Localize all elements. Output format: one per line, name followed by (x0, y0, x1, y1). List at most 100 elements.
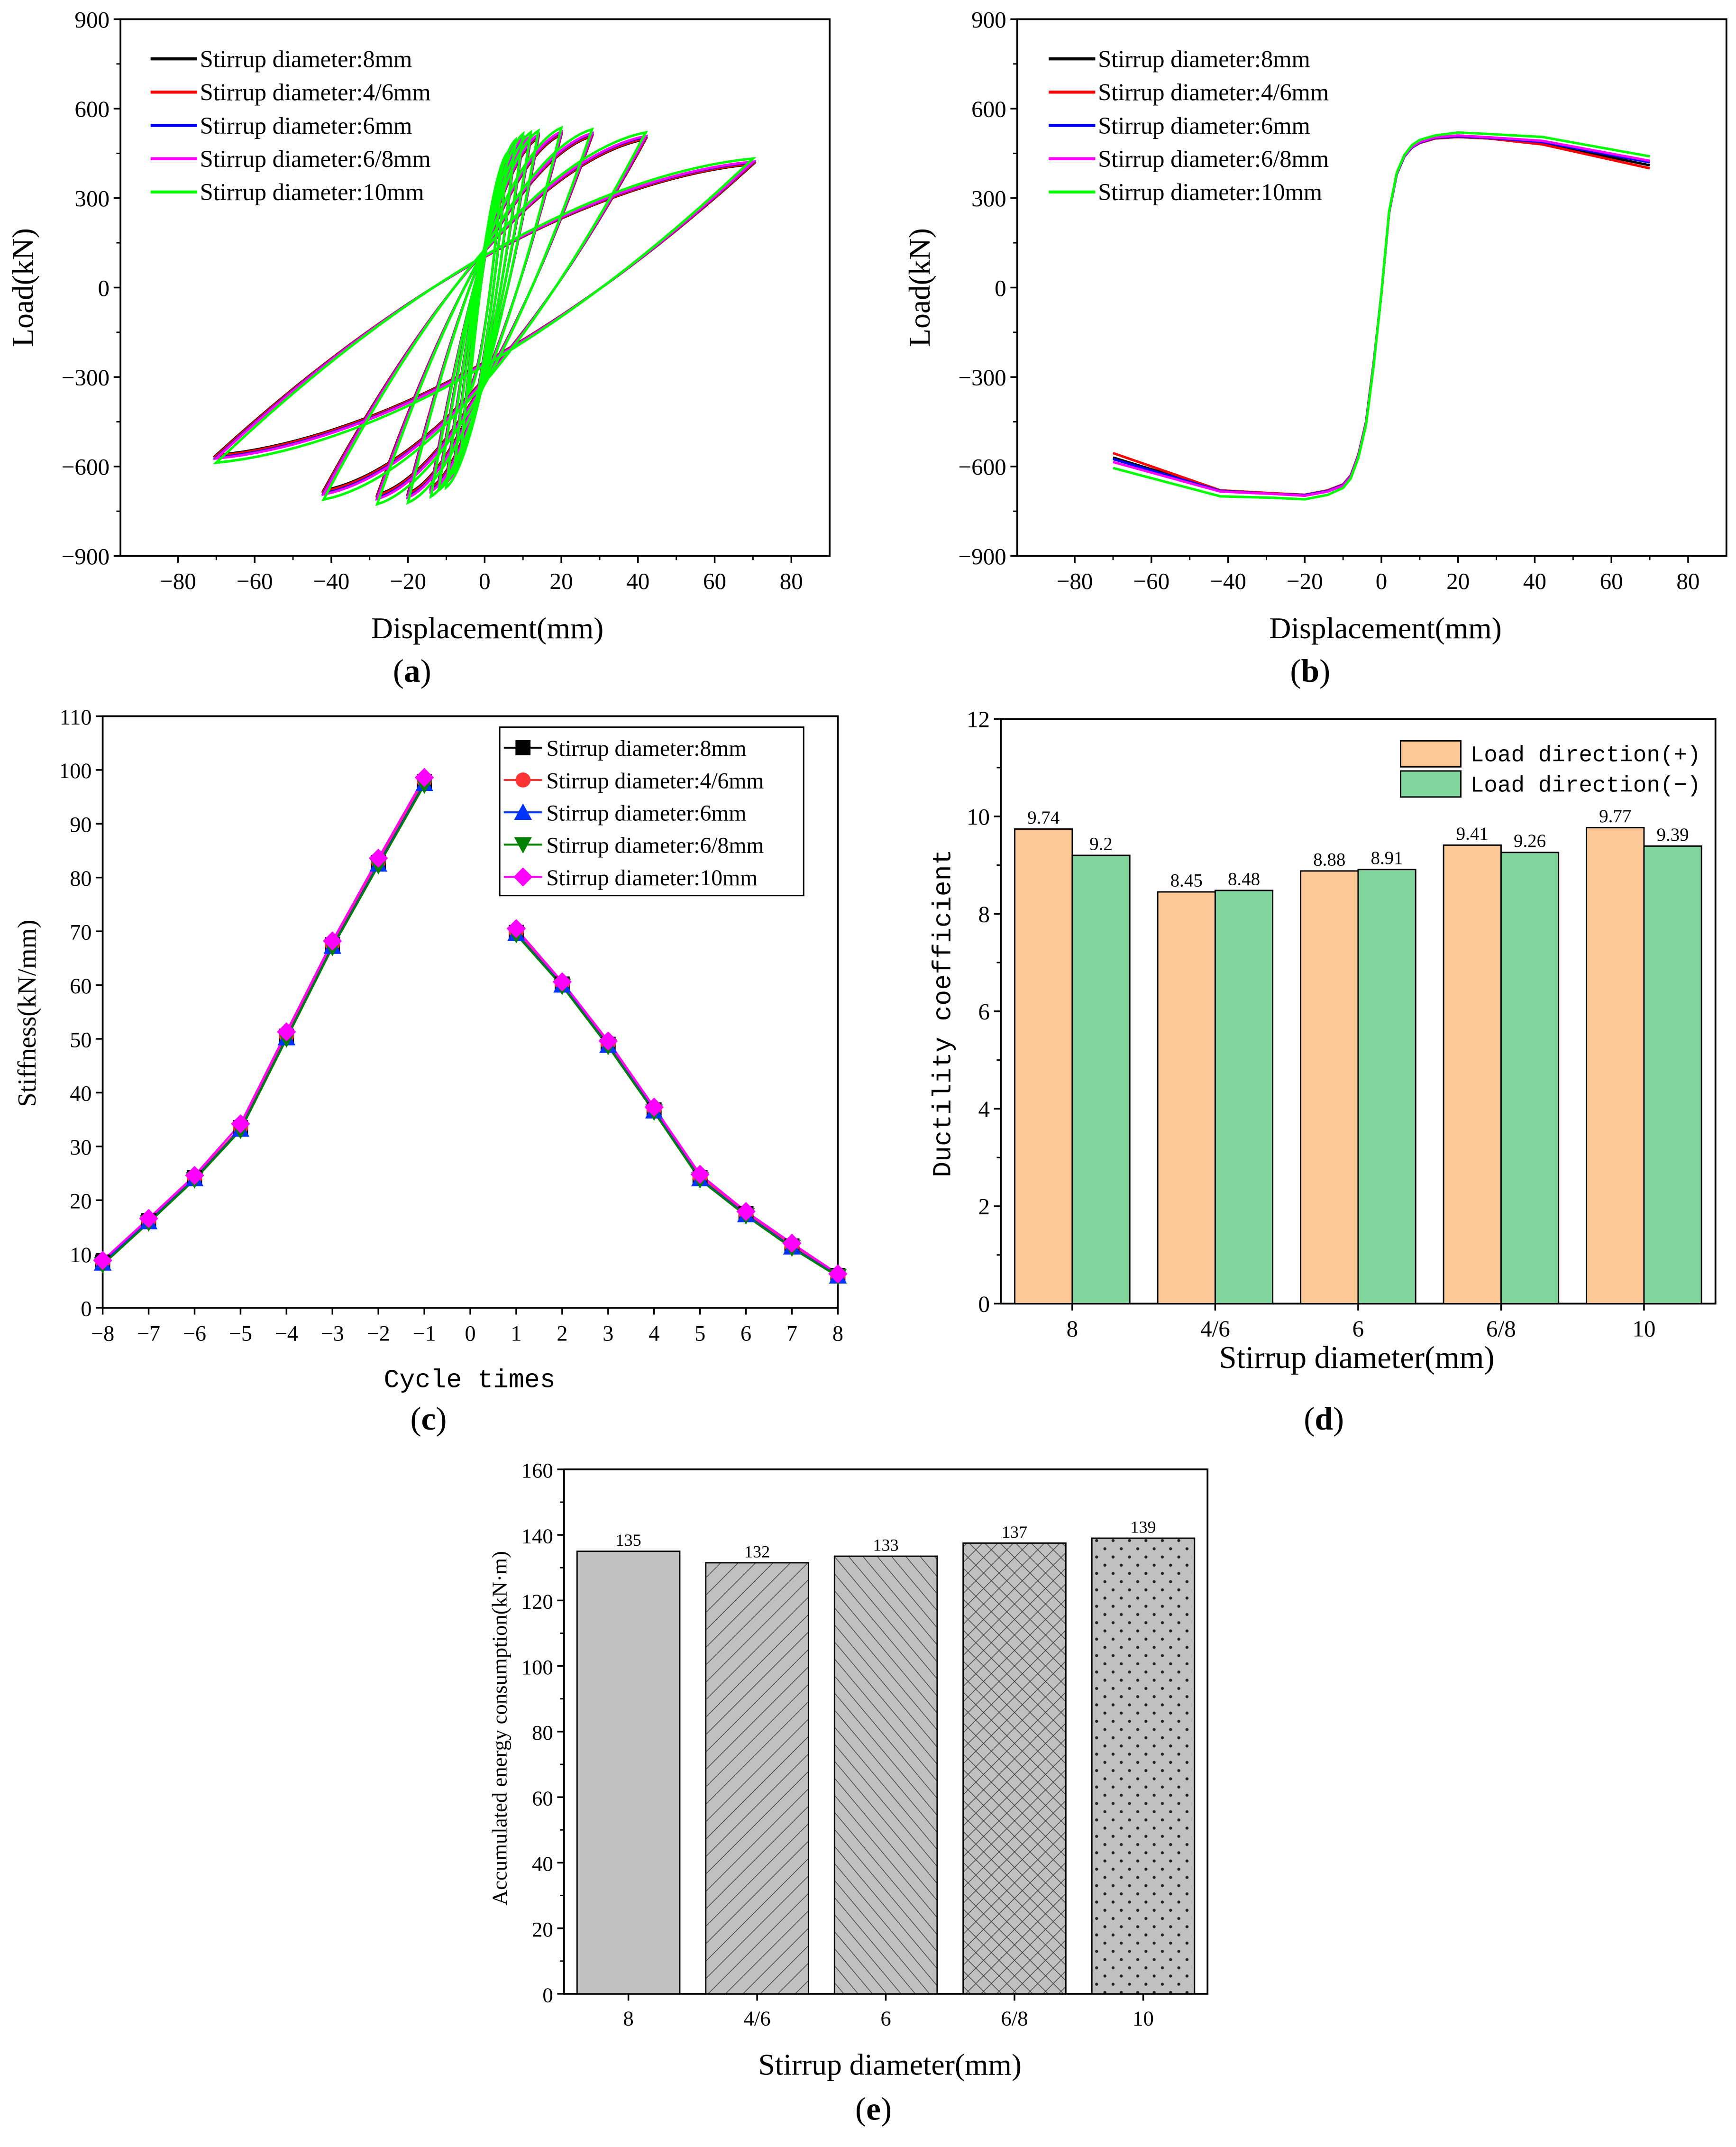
legend-entry: Stirrup diameter:6mm (546, 801, 746, 826)
y-tick-label: 100 (521, 1655, 553, 1679)
x-tick-label: 80 (780, 568, 803, 594)
data-label: 9.41 (1456, 824, 1489, 844)
x-tick-label: 10 (1133, 2006, 1154, 2030)
x-tick-label: 6 (740, 1321, 751, 1345)
legend-swatch (1399, 740, 1462, 768)
bar (1643, 845, 1702, 1304)
bar (833, 1555, 938, 1995)
y-tick-label: 70 (70, 920, 91, 944)
y-axis-label: Load(kN) (6, 228, 39, 347)
x-tick-label: 6 (1352, 1316, 1364, 1342)
legend-entry: Load direction(−) (1471, 773, 1701, 798)
data-label: 9.26 (1514, 831, 1546, 851)
y-tick-label: 900 (971, 7, 1006, 33)
data-point (414, 768, 434, 787)
x-tick-label: 1 (511, 1321, 521, 1345)
data-label: 133 (873, 1535, 898, 1554)
plot-area: 135 132 133 137 139 (576, 1517, 1196, 1995)
x-tick-label: −60 (237, 568, 273, 594)
hysteresis-loop (212, 160, 757, 460)
y-tick-label: 80 (532, 1721, 553, 1744)
legend-swatch (1399, 770, 1462, 798)
y-tick-label: 0 (542, 1983, 553, 2007)
y-tick-label: 12 (967, 706, 990, 733)
bar (576, 1551, 681, 1995)
y-tick-label: 160 (521, 1459, 553, 1482)
data-label: 9.74 (1027, 807, 1060, 828)
bar (1071, 854, 1131, 1304)
legend-entry: Stirrup diameter:6/8mm (1098, 146, 1329, 172)
hysteresis-loop (212, 156, 757, 465)
x-tick-label: 4 (649, 1321, 659, 1345)
series-5 (212, 125, 757, 506)
bar (962, 1542, 1067, 1995)
y-axis-label: Stiffness(kN/mm) (12, 920, 41, 1107)
bar (1586, 826, 1645, 1304)
legend-entry: Stirrup diameter:8mm (546, 736, 746, 761)
panel-label-d: (d) (1304, 1402, 1344, 1438)
y-tick-label: 40 (70, 1082, 91, 1106)
x-axis-label: Displacement(mm) (371, 611, 603, 645)
x-tick-label: −80 (1057, 568, 1093, 594)
bar (705, 1562, 809, 1995)
hysteresis-loop (212, 162, 757, 458)
hysteresis-loop (321, 130, 648, 502)
x-tick-label: −20 (1287, 568, 1323, 594)
x-tick-label: −20 (390, 568, 426, 594)
data-label: 135 (616, 1531, 641, 1550)
data-label: 9.77 (1599, 806, 1631, 826)
y-tick-label: 60 (532, 1786, 553, 1810)
data-point (514, 837, 532, 854)
chart-b-skeleton: −900 −600 −300 0 300 600 900 −80 −60 −40 −20 0 20 40 6… (903, 7, 1727, 645)
y-axis-label: Ductility coefficient (929, 849, 958, 1177)
data-label: 8.88 (1313, 849, 1345, 870)
plot-area (93, 768, 848, 1286)
data-point (514, 803, 532, 820)
legend: Stirrup diameter:8mm Stirrup diameter:4/6… (1049, 46, 1329, 205)
data-label: 8.91 (1371, 848, 1403, 868)
x-tick-label: 20 (1446, 568, 1470, 594)
x-tick-label: 8 (1067, 1316, 1078, 1342)
x-tick-label: −5 (229, 1321, 252, 1345)
legend-entry: Stirrup diameter:8mm (1098, 46, 1310, 73)
y-tick-label: 50 (70, 1028, 91, 1052)
data-point (598, 1031, 618, 1051)
y-tick-label: 600 (971, 96, 1006, 122)
x-tick-label: −4 (275, 1321, 298, 1345)
x-tick-label: 0 (465, 1321, 475, 1345)
bar (1157, 891, 1216, 1304)
x-tick-label: −1 (413, 1321, 436, 1345)
y-tick-label: 6 (978, 999, 990, 1025)
legend-entry: Stirrup diameter:8mm (200, 46, 412, 73)
x-tick-label: 80 (1676, 568, 1699, 594)
x-tick-label: 40 (1523, 568, 1546, 594)
x-tick-label: 0 (479, 568, 491, 594)
y-tick-label: 0 (81, 1296, 91, 1321)
data-label: 139 (1130, 1517, 1156, 1536)
y-tick-label: −300 (62, 364, 110, 390)
y-tick-label: 140 (521, 1524, 553, 1548)
bar (1357, 869, 1416, 1304)
x-tick-label: 4/6 (743, 2006, 770, 2030)
legend-entry: Stirrup diameter:4/6mm (546, 769, 764, 793)
x-tick-label: 6/8 (1486, 1316, 1516, 1342)
x-tick-label: −40 (1210, 568, 1246, 594)
plot-area (212, 125, 757, 506)
y-tick-label: −600 (62, 454, 110, 480)
data-point (368, 848, 388, 868)
plot-area (1113, 131, 1650, 501)
hysteresis-loop (375, 127, 594, 506)
y-tick-label: 30 (70, 1135, 91, 1159)
y-tick-label: 2 (978, 1193, 990, 1220)
data-label: 9.2 (1089, 834, 1113, 854)
legend-entry: Stirrup diameter:4/6mm (1098, 79, 1329, 106)
hysteresis-loop (406, 129, 563, 500)
chart-e-energy: 0 20 40 60 80 100 120 140 160 Stirrup diameter(mm… (488, 1459, 1209, 2081)
x-tick-label: −2 (367, 1321, 390, 1345)
x-tick-label: 7 (786, 1321, 797, 1345)
bar (1091, 1537, 1196, 1995)
series-line (102, 777, 425, 1261)
x-tick-label: 8 (832, 1321, 843, 1345)
x-tick-label: −8 (91, 1321, 114, 1345)
y-tick-label: 300 (971, 185, 1006, 211)
